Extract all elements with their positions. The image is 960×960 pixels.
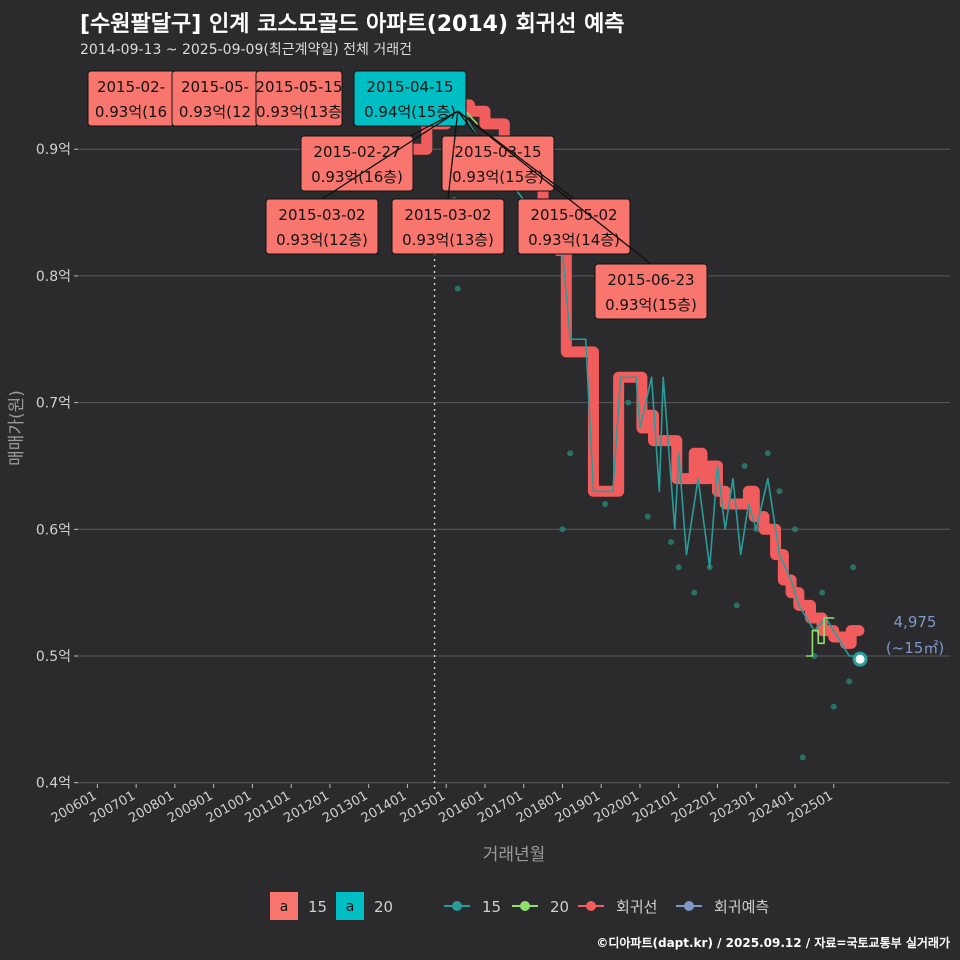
forecast-value: 4,975 [894, 613, 937, 631]
scatter-point [454, 285, 461, 292]
scatter-point [850, 564, 857, 571]
source-caption: ©디아파트(dapt.kr) / 2025.09.12 / 자료=국토교통부 실… [596, 936, 950, 950]
annotation-value: 0.93억(12층) [276, 231, 368, 249]
legend-line-dot [586, 901, 596, 911]
legend: a 15 a 20 15 20 회귀선 회귀예측 [270, 892, 769, 920]
legend-line-text: 회귀예측 [714, 898, 769, 916]
annotation-date: 2015-06-23 [607, 271, 694, 289]
y-axis-label: 매매가(원) [7, 390, 27, 466]
annotation-value: 0.93억(15층) [452, 168, 544, 186]
scatter-point [559, 526, 566, 533]
scatter-point [764, 450, 771, 457]
legend-label-text: 15 [308, 898, 327, 916]
scatter-point [625, 399, 632, 406]
annotation-box [300, 135, 414, 192]
y-tick-label: 0.9억 [36, 142, 71, 158]
scatter-point [776, 488, 783, 495]
legend-line-text: 회귀선 [616, 898, 657, 916]
annotation-value: 0.93억(13층) [402, 231, 494, 249]
annotation-leader [457, 110, 652, 265]
scatter-point [567, 450, 574, 457]
legend-label-key [270, 892, 298, 920]
annotation-value: 0.93억(14층) [528, 231, 620, 249]
annotation-leader [321, 110, 459, 200]
series-20-line [805, 617, 835, 657]
x-axis-label: 거래년월 [483, 845, 546, 865]
forecast-area: (~15㎡) [886, 639, 944, 657]
y-tick-label: 0.8억 [36, 269, 71, 285]
annotation-box [517, 198, 631, 255]
annotation-value: 0.93억(15층) [605, 296, 697, 314]
annotation-date: 2015-02-27 [313, 143, 400, 161]
legend-line-text: 20 [550, 898, 569, 916]
legend-line-dot [452, 901, 462, 911]
annotation-box [391, 198, 505, 255]
x-tick-label: 202501 [785, 788, 835, 826]
y-tick-label: 0.5억 [36, 649, 71, 665]
scatter-point [799, 754, 806, 761]
forecast-point [852, 651, 868, 667]
scatter-point [791, 526, 798, 533]
legend-line-dot [684, 901, 694, 911]
annotation-value: 0.94억(15층) [364, 103, 456, 121]
forecast-marker: 4,975 (~15㎡) [852, 613, 944, 667]
legend-label-key [336, 892, 364, 920]
y-tick-label: 0.7억 [36, 396, 71, 412]
annotation-date: 2015-05- [181, 78, 249, 96]
annotation-date: 2015-05-15 [255, 78, 342, 96]
annotation-value: 0.93억(16 [95, 103, 167, 121]
annotation-date: 2015-03-02 [278, 206, 365, 224]
annotation-date: 2015-03-02 [404, 206, 491, 224]
annotation-leader [447, 111, 459, 200]
y-tick-label: 0.4억 [36, 776, 71, 792]
y-tick-label: 0.6억 [36, 522, 71, 538]
scatter-point [602, 500, 609, 507]
annotation-labels: 2015-02-0.93억(162015-05-0.93억(122015-05-… [87, 70, 708, 320]
scatter-point [830, 703, 837, 710]
scatter-point [741, 462, 748, 469]
annotation-box [255, 70, 343, 127]
legend-line-text: 15 [482, 898, 501, 916]
annotation-date: 2015-02- [97, 78, 165, 96]
scatter-point [691, 589, 698, 596]
y-axis: 0.4억 0.5억 0.6억 0.7억 0.8억 0.9억 [36, 142, 78, 792]
annotation-date: 2015-05-02 [530, 206, 617, 224]
legend-label-glyph: a [280, 899, 289, 915]
chart-title: [수원팔달구] 인계 코스모골드 아파트(2014) 회귀선 예측 [80, 12, 625, 37]
annotation-date: 2015-03-15 [454, 143, 541, 161]
annotation-value: 0.93억(13층 [256, 103, 342, 121]
legend-label-glyph: a [346, 899, 355, 915]
scatter-point [675, 564, 682, 571]
scatter-point [667, 538, 674, 545]
annotation-box [441, 135, 555, 192]
scatter-point [846, 678, 853, 685]
legend-line-dot [520, 901, 530, 911]
scatter-point [819, 589, 826, 596]
legend-label-text: 20 [374, 898, 393, 916]
scatter-point [733, 602, 740, 609]
annotation-box [594, 263, 708, 320]
scatter-point [644, 513, 651, 520]
annotation-box [265, 198, 379, 255]
x-axis: 2006012007012008012009012010012011012012… [49, 784, 836, 826]
annotation-value: 0.93억(12 [179, 103, 251, 121]
annotation-date: 2015-04-15 [366, 78, 453, 96]
grid-lines [78, 148, 950, 784]
annotation-box [353, 70, 467, 127]
chart-subtitle: 2014-09-13 ~ 2025-09-09(최근계약일) 전체 거래건 [80, 42, 412, 58]
